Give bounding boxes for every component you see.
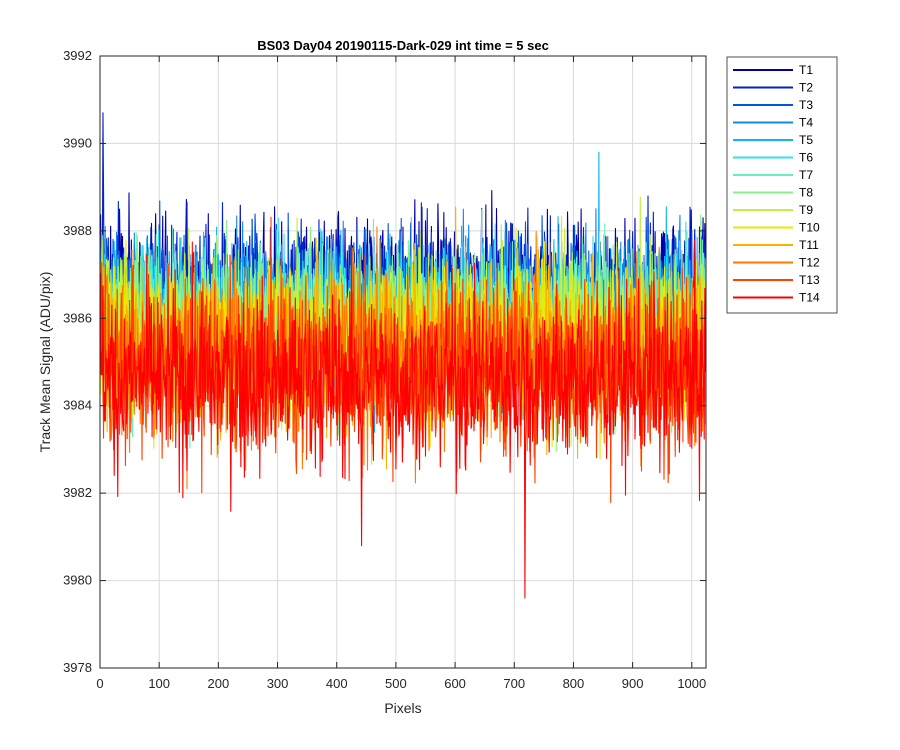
x-tick-label: 200 xyxy=(208,676,230,691)
x-tick-label: 500 xyxy=(385,676,407,691)
legend-label-t2: T2 xyxy=(799,81,813,95)
y-tick-label: 3982 xyxy=(63,485,92,500)
x-tick-label: 100 xyxy=(148,676,170,691)
x-tick-label: 0 xyxy=(96,676,103,691)
legend-label-t4: T4 xyxy=(799,116,813,130)
x-tick-label: 300 xyxy=(267,676,289,691)
legend-label-t3: T3 xyxy=(799,98,813,112)
y-tick-label: 3978 xyxy=(63,660,92,675)
x-tick-label: 400 xyxy=(326,676,348,691)
series-line-t14 xyxy=(99,238,706,599)
legend-label-t9: T9 xyxy=(799,203,813,217)
y-tick-label: 3984 xyxy=(63,398,92,413)
legend-label-t13: T13 xyxy=(799,273,820,287)
x-tick-label: 900 xyxy=(622,676,644,691)
legend: T1 T2 T3 T4 T5 T6 T7 T8 T9 T10 T11 T12 T13 T14 xyxy=(726,56,838,314)
y-tick-label: 3988 xyxy=(63,223,92,238)
legend-label-t8: T8 xyxy=(799,186,813,200)
legend-label-t7: T7 xyxy=(799,168,813,182)
legend-items: T1 T2 T3 T4 T5 T6 T7 T8 T9 T10 T11 T12 T13 T14 xyxy=(733,63,820,305)
x-tick-label: 700 xyxy=(503,676,525,691)
axes-frame xyxy=(99,55,707,669)
chart-title: BS03 Day04 20190115-Dark-029 int time = … xyxy=(257,38,549,53)
y-axis-label: Track Mean Signal (ADU/pix) xyxy=(37,272,53,453)
x-tick-label: 800 xyxy=(563,676,585,691)
y-tick-label: 3990 xyxy=(63,135,92,150)
x-tick-label: 600 xyxy=(444,676,466,691)
legend-label-t1: T1 xyxy=(799,63,813,77)
legend-label-t10: T10 xyxy=(799,221,820,235)
tick-layer: 0 100 200 300 400 500 600 700 800 900 1000 3978 3980… xyxy=(63,48,706,691)
legend-label-t6: T6 xyxy=(799,151,813,165)
legend-label-t11: T11 xyxy=(799,238,819,252)
legend-label-t14: T14 xyxy=(799,291,820,305)
legend-label-t12: T12 xyxy=(799,256,820,270)
series-layer xyxy=(99,112,706,599)
legend-label-t5: T5 xyxy=(799,133,813,147)
y-tick-label: 3992 xyxy=(63,48,92,63)
x-tick-label: 1000 xyxy=(677,676,706,691)
legend-box xyxy=(726,56,838,314)
y-tick-label: 3980 xyxy=(63,573,92,588)
x-axis-label: Pixels xyxy=(384,700,421,716)
y-tick-label: 3986 xyxy=(63,310,92,325)
